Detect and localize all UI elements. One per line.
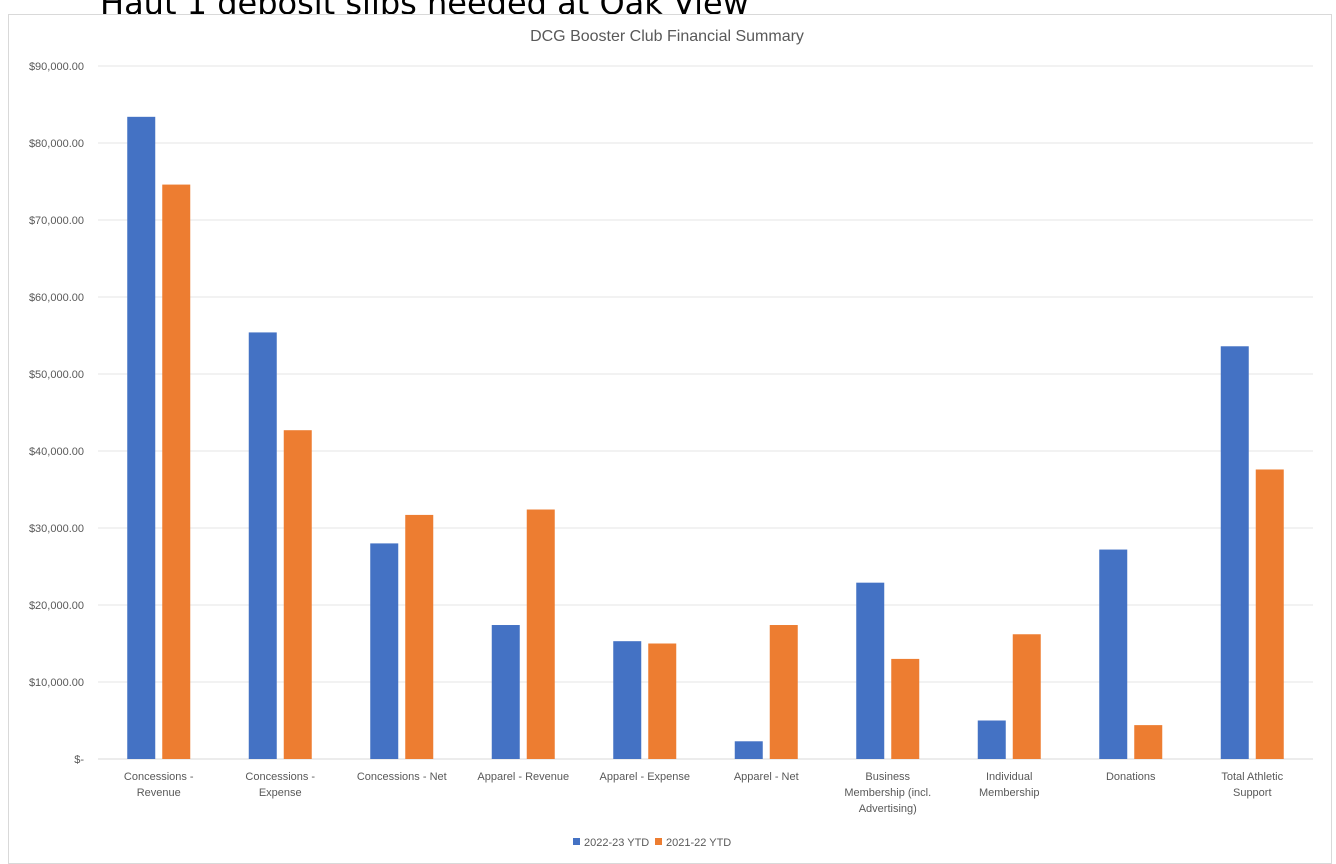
bar-series-1 bbox=[856, 582, 885, 759]
y-tick-label: $60,000.00 bbox=[29, 292, 84, 304]
y-tick-label: $30,000.00 bbox=[29, 523, 84, 535]
y-tick-label: $20,000.00 bbox=[29, 600, 84, 612]
y-tick-label: $80,000.00 bbox=[29, 138, 84, 150]
bar-series-1 bbox=[370, 543, 399, 759]
gridlines bbox=[98, 65, 1313, 760]
bar-series-1 bbox=[1099, 549, 1128, 759]
x-category-label: Concessions - bbox=[245, 771, 315, 783]
x-category-label: Apparel - Revenue bbox=[477, 771, 569, 783]
bar-series-2 bbox=[283, 430, 312, 759]
x-category-label: Apparel - Net bbox=[734, 771, 799, 783]
x-category-label: Expense bbox=[259, 787, 302, 799]
bar-series-2 bbox=[648, 643, 677, 759]
x-axis-labels: Concessions - Revenue Concessions - Expense… bbox=[124, 771, 1284, 815]
y-tick-label: $90,000.00 bbox=[29, 61, 84, 73]
x-category-label: Total Athletic bbox=[1221, 771, 1283, 783]
x-category-label: Membership bbox=[979, 787, 1040, 799]
bar-series-2 bbox=[1134, 725, 1163, 759]
bar-series-1 bbox=[248, 332, 277, 759]
x-category-label: Membership (incl. bbox=[844, 787, 931, 799]
bar-series-1 bbox=[1220, 346, 1249, 759]
bar-series-2 bbox=[1255, 469, 1284, 759]
bar-series-1 bbox=[491, 625, 520, 759]
y-tick-label: $40,000.00 bbox=[29, 446, 84, 458]
bar-series-1 bbox=[977, 720, 1006, 759]
y-tick-label: $70,000.00 bbox=[29, 215, 84, 227]
chart-title: DCG Booster Club Financial Summary bbox=[530, 28, 804, 45]
bar-series-1 bbox=[613, 641, 642, 759]
legend: 2022-23 YTD 2021-22 YTD bbox=[573, 837, 731, 849]
bar-series-2 bbox=[1012, 634, 1041, 759]
x-category-label: Donations bbox=[1106, 771, 1156, 783]
x-category-label: Revenue bbox=[137, 787, 181, 799]
y-axis-ticks: $- $10,000.00 $20,000.00 $30,000.00 $40,000.… bbox=[29, 61, 84, 766]
y-tick-label: $50,000.00 bbox=[29, 369, 84, 381]
y-tick-label: $- bbox=[74, 754, 84, 766]
bar-series-1 bbox=[127, 116, 156, 759]
x-category-label: Concessions - Net bbox=[357, 771, 447, 783]
legend-swatch bbox=[655, 838, 662, 845]
legend-label: 2022-23 YTD bbox=[584, 837, 649, 849]
legend-label: 2021-22 YTD bbox=[666, 837, 731, 849]
bar-series-2 bbox=[769, 625, 798, 759]
bar-series-2 bbox=[891, 658, 920, 759]
x-category-label: Business bbox=[865, 771, 910, 783]
x-category-label: Advertising) bbox=[859, 803, 917, 815]
bar-series-1 bbox=[734, 741, 763, 759]
bar-series-2 bbox=[526, 509, 555, 759]
bar-series-2 bbox=[405, 514, 434, 759]
x-category-label: Apparel - Expense bbox=[600, 771, 691, 783]
bars bbox=[127, 116, 1284, 759]
y-tick-label: $10,000.00 bbox=[29, 677, 84, 689]
bar-series-2 bbox=[162, 184, 191, 759]
x-category-label: Support bbox=[1233, 787, 1272, 799]
legend-swatch bbox=[573, 838, 580, 845]
x-category-label: Individual bbox=[986, 771, 1032, 783]
x-category-label: Concessions - bbox=[124, 771, 194, 783]
